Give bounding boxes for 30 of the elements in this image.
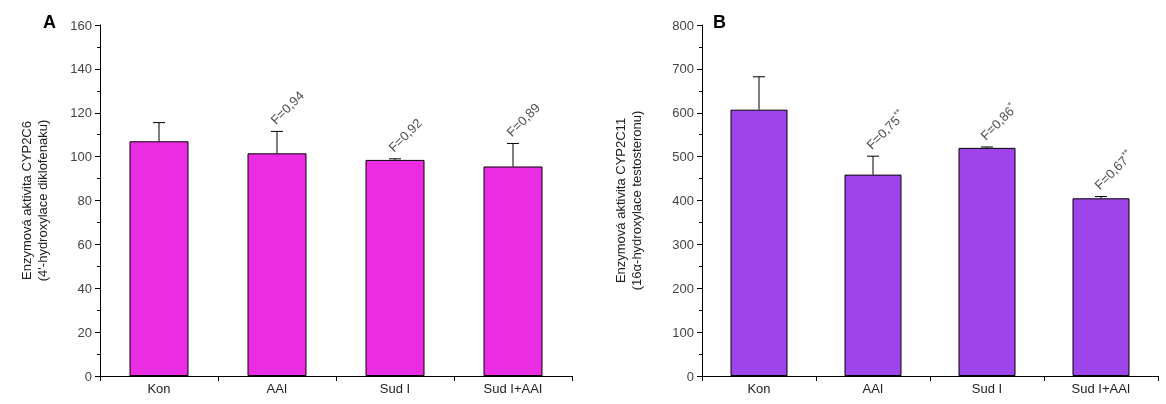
x-tick-label: Kon bbox=[747, 381, 771, 396]
x-tick-label: Sud I+AAI bbox=[1071, 381, 1131, 396]
y-tick-label: 200 bbox=[672, 280, 694, 296]
y-axis-title: Enzymová aktivita CYP2C11 (16α-hydroxylace testosteronu) bbox=[612, 110, 644, 291]
chart-title: B bbox=[713, 12, 726, 32]
y-tick-label: 400 bbox=[672, 193, 694, 208]
x-tick-label: AAI bbox=[862, 381, 884, 396]
y-tick-label: 120 bbox=[70, 105, 92, 121]
x-tick-label: AAI bbox=[266, 381, 288, 396]
y-tick-label: 60 bbox=[77, 236, 92, 252]
y-tick-label: 700 bbox=[672, 61, 694, 77]
x-tick-label: Kon bbox=[147, 381, 171, 396]
x-tick-label: Sud I+AAI bbox=[483, 381, 543, 396]
y-tick-label: 800 bbox=[672, 17, 694, 33]
y-tick-label: 600 bbox=[672, 105, 694, 121]
y-tick-label: 300 bbox=[672, 236, 694, 252]
y-tick-label: 0 bbox=[84, 368, 92, 384]
x-tick-label: Sud I bbox=[971, 381, 1003, 396]
y-tick-label: 20 bbox=[77, 324, 92, 340]
x-tick-label: Sud I bbox=[379, 381, 411, 396]
y-tick-label: 40 bbox=[77, 280, 92, 296]
chart-title: A bbox=[43, 12, 56, 32]
y-axis-title: Enzymová aktivita CYP2C6 (4'-hydroxylace diklofenaku) bbox=[18, 119, 50, 282]
y-tick-label: 100 bbox=[70, 149, 92, 165]
y-tick-label: 500 bbox=[672, 149, 694, 165]
y-tick-label: 140 bbox=[70, 61, 92, 77]
y-tick-label: 100 bbox=[672, 324, 694, 340]
y-tick-label: 160 bbox=[70, 17, 92, 33]
y-tick-label: 0 bbox=[686, 368, 694, 384]
y-tick-label: 80 bbox=[77, 193, 92, 208]
